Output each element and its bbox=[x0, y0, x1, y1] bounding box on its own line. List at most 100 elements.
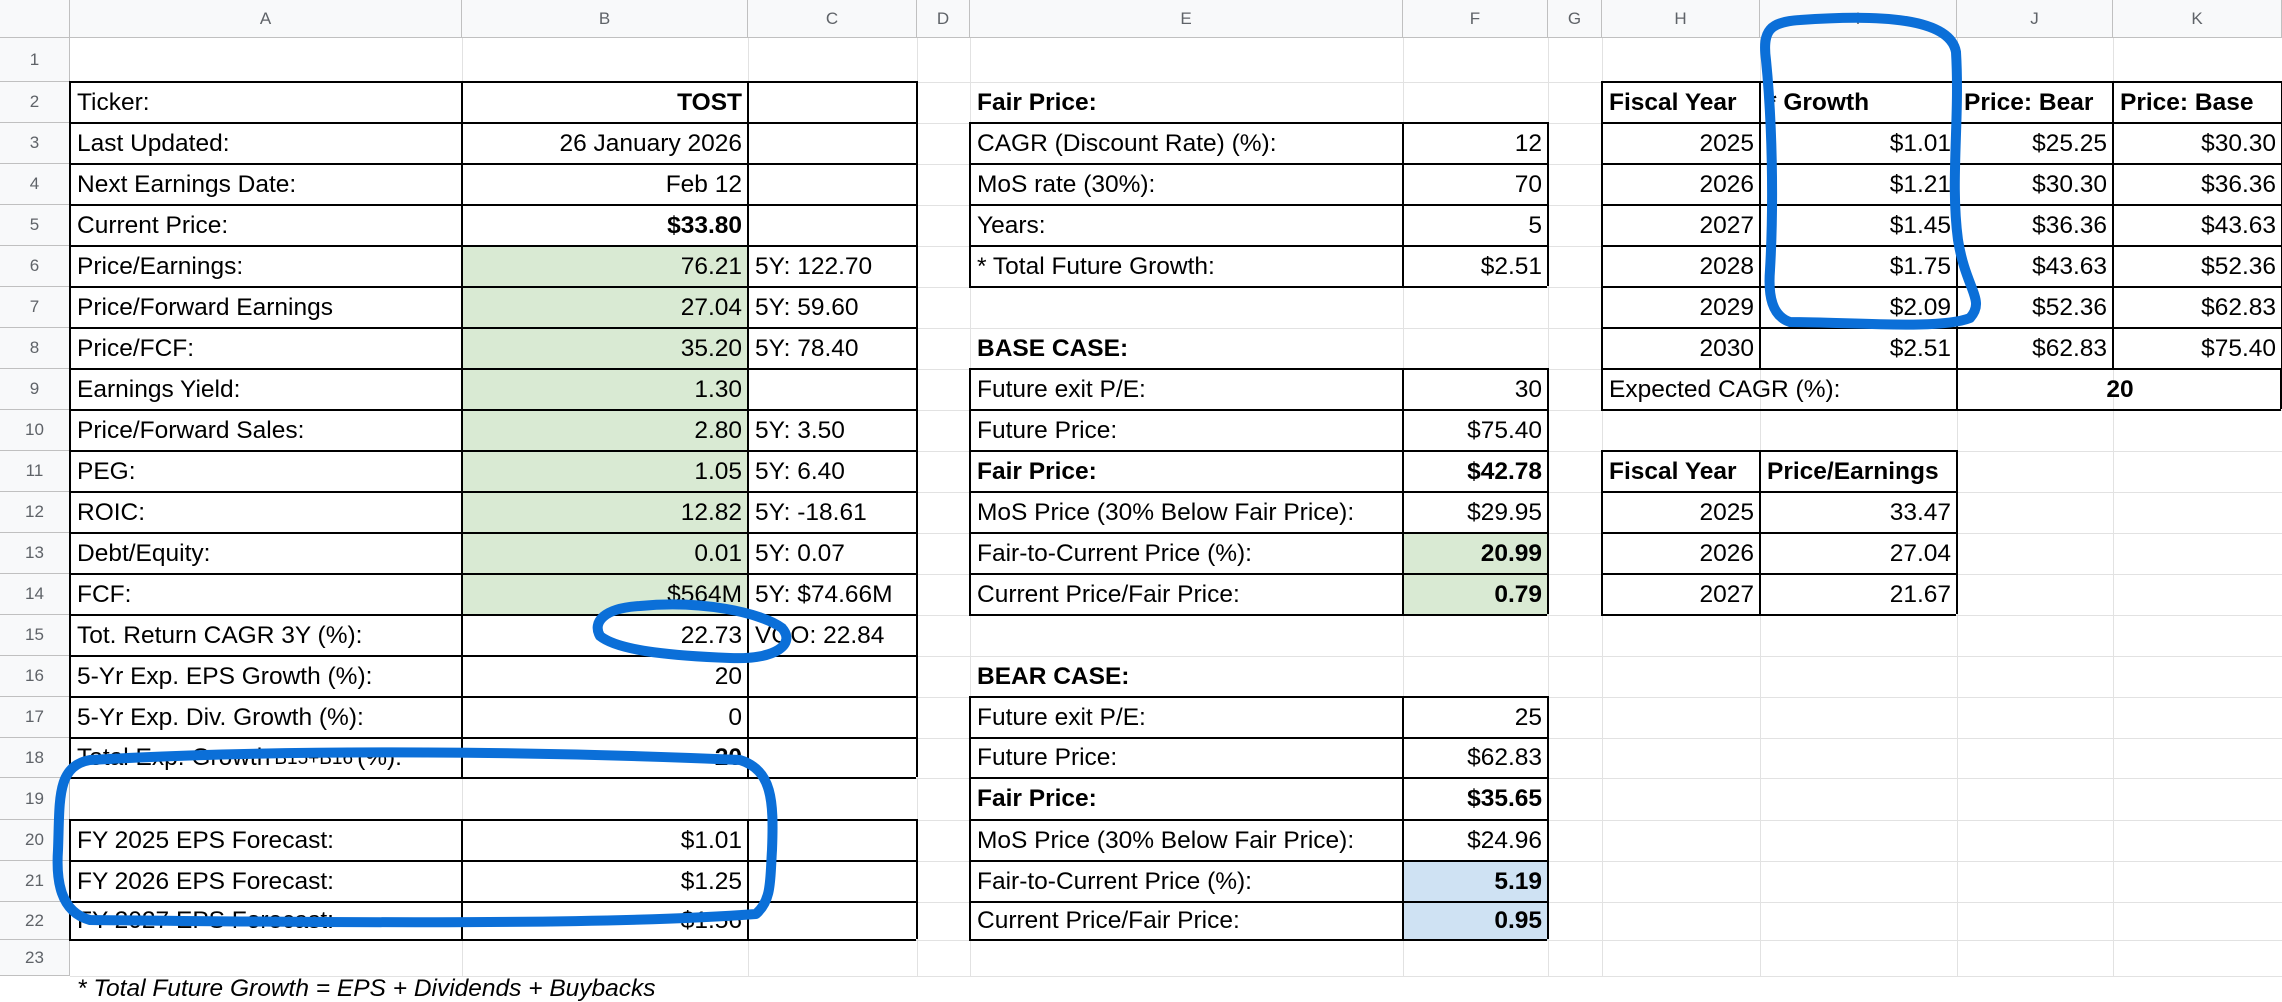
column-header[interactable]: E bbox=[970, 0, 1403, 38]
cell-k3[interactable]: $36.36 bbox=[2114, 165, 2282, 205]
cell-e20[interactable]: Fair-to-Current Price (%): bbox=[971, 862, 1403, 902]
cell-f8[interactable]: 30 bbox=[1404, 370, 1548, 410]
cell-j8[interactable]: 20 bbox=[1958, 370, 2282, 410]
cell-j1[interactable]: Price: Bear bbox=[1958, 83, 2113, 123]
cell-k1[interactable]: Price: Base bbox=[2114, 83, 2282, 123]
cell-e16[interactable]: Future exit P/E: bbox=[971, 698, 1403, 738]
cell-e2[interactable]: CAGR (Discount Rate) (%): bbox=[971, 124, 1403, 164]
cell-b21[interactable]: $1.56 bbox=[463, 903, 748, 940]
cell-h6[interactable]: 2029 bbox=[1603, 288, 1760, 328]
cell-b5[interactable]: 76.21 bbox=[463, 247, 748, 287]
cell-h2[interactable]: 2025 bbox=[1603, 124, 1760, 164]
row-header[interactable]: 6 bbox=[0, 246, 70, 287]
cell-b15[interactable]: 20 bbox=[463, 657, 748, 697]
row-header[interactable]: 13 bbox=[0, 533, 70, 574]
cell-e13[interactable]: Current Price/Fair Price: bbox=[971, 575, 1403, 615]
cell-a23[interactable]: * Total Future Growth = EPS + Dividends … bbox=[71, 976, 656, 1002]
row-header[interactable]: 4 bbox=[0, 164, 70, 205]
column-header[interactable]: G bbox=[1548, 0, 1602, 38]
cell-c9[interactable]: 5Y: 3.50 bbox=[749, 411, 917, 451]
cell-a16[interactable]: 5-Yr Exp. Div. Growth (%): bbox=[71, 698, 462, 738]
cell-c6[interactable]: 5Y: 59.60 bbox=[749, 288, 917, 328]
cell-e11[interactable]: MoS Price (30% Below Fair Price): bbox=[971, 493, 1403, 533]
column-header[interactable]: F bbox=[1403, 0, 1548, 38]
cell-b7[interactable]: 35.20 bbox=[463, 329, 748, 369]
cell-c10[interactable]: 5Y: 6.40 bbox=[749, 452, 917, 492]
cell-e3[interactable]: MoS rate (30%): bbox=[971, 165, 1403, 205]
cell-a20[interactable]: FY 2026 EPS Forecast: bbox=[71, 862, 462, 902]
cell-e4[interactable]: Years: bbox=[971, 206, 1403, 246]
row-header[interactable]: 8 bbox=[0, 328, 70, 369]
cell-j6[interactable]: $52.36 bbox=[1958, 288, 2113, 328]
row-header[interactable]: 21 bbox=[0, 861, 70, 902]
cell-e15[interactable]: BEAR CASE: bbox=[971, 657, 1403, 697]
cell-c5[interactable]: 5Y: 122.70 bbox=[749, 247, 917, 287]
cell-f5[interactable]: $2.51 bbox=[1404, 247, 1548, 287]
cell-a11[interactable]: ROIC: bbox=[71, 493, 462, 533]
column-header[interactable]: B bbox=[462, 0, 748, 38]
cell-f4[interactable]: 5 bbox=[1404, 206, 1548, 246]
cell-i12[interactable]: 27.04 bbox=[1761, 534, 1957, 574]
cell-b4[interactable]: $33.80 bbox=[463, 206, 748, 246]
row-header[interactable]: 10 bbox=[0, 410, 70, 451]
cell-f16[interactable]: 25 bbox=[1404, 698, 1548, 738]
cell-e10[interactable]: Fair Price: bbox=[971, 452, 1403, 492]
cell-h12[interactable]: 2026 bbox=[1603, 534, 1760, 574]
cell-e18[interactable]: Fair Price: bbox=[971, 779, 1403, 820]
cell-e19[interactable]: MoS Price (30% Below Fair Price): bbox=[971, 821, 1403, 861]
cell-a3[interactable]: Next Earnings Date: bbox=[71, 165, 462, 205]
row-header[interactable]: 20 bbox=[0, 820, 70, 861]
cell-a8[interactable]: Earnings Yield: bbox=[71, 370, 462, 410]
cell-h7[interactable]: 2030 bbox=[1603, 329, 1760, 369]
cell-b17[interactable]: 20 bbox=[463, 739, 748, 778]
cell-b2[interactable]: 26 January 2026 bbox=[463, 124, 748, 164]
cell-i11[interactable]: 33.47 bbox=[1761, 493, 1957, 533]
cell-i10[interactable]: Price/Earnings bbox=[1761, 452, 1957, 492]
cell-j7[interactable]: $62.83 bbox=[1958, 329, 2113, 369]
cell-f12[interactable]: 20.99 bbox=[1404, 534, 1548, 574]
row-header[interactable]: 18 bbox=[0, 738, 70, 778]
cell-f20[interactable]: 5.19 bbox=[1404, 862, 1548, 902]
row-header[interactable]: 3 bbox=[0, 123, 70, 164]
cell-a19[interactable]: FY 2025 EPS Forecast: bbox=[71, 821, 462, 861]
cell-a12[interactable]: Debt/Equity: bbox=[71, 534, 462, 574]
row-header[interactable]: 12 bbox=[0, 492, 70, 533]
cell-a7[interactable]: Price/FCF: bbox=[71, 329, 462, 369]
cell-b6[interactable]: 27.04 bbox=[463, 288, 748, 328]
cell-i1[interactable]: * Growth bbox=[1761, 83, 1957, 123]
cell-f11[interactable]: $29.95 bbox=[1404, 493, 1548, 533]
cell-a2[interactable]: Last Updated: bbox=[71, 124, 462, 164]
cell-h10[interactable]: Fiscal Year bbox=[1603, 452, 1760, 492]
cell-b3[interactable]: Feb 12 bbox=[463, 165, 748, 205]
cell-a13[interactable]: FCF: bbox=[71, 575, 462, 615]
cell-j4[interactable]: $36.36 bbox=[1958, 206, 2113, 246]
row-header[interactable]: 19 bbox=[0, 778, 70, 820]
cell-f3[interactable]: 70 bbox=[1404, 165, 1548, 205]
cell-f10[interactable]: $42.78 bbox=[1404, 452, 1548, 492]
cell-b1[interactable]: TOST bbox=[463, 83, 748, 123]
cell-a1[interactable]: Ticker: bbox=[71, 83, 462, 123]
column-header[interactable]: C bbox=[748, 0, 917, 38]
row-header[interactable]: 17 bbox=[0, 697, 70, 738]
cell-h3[interactable]: 2026 bbox=[1603, 165, 1760, 205]
select-all-corner[interactable] bbox=[0, 0, 70, 38]
column-header[interactable]: D bbox=[917, 0, 970, 38]
cell-b19[interactable]: $1.01 bbox=[463, 821, 748, 861]
cell-f21[interactable]: 0.95 bbox=[1404, 903, 1548, 940]
cell-b10[interactable]: 1.05 bbox=[463, 452, 748, 492]
cell-e12[interactable]: Fair-to-Current Price (%): bbox=[971, 534, 1403, 574]
cell-f19[interactable]: $24.96 bbox=[1404, 821, 1548, 861]
row-header[interactable]: 14 bbox=[0, 574, 70, 615]
cell-i2[interactable]: $1.01 bbox=[1761, 124, 1957, 164]
cell-b20[interactable]: $1.25 bbox=[463, 862, 748, 902]
cell-c12[interactable]: 5Y: 0.07 bbox=[749, 534, 917, 574]
cell-h11[interactable]: 2025 bbox=[1603, 493, 1760, 533]
cell-e7[interactable]: BASE CASE: bbox=[971, 329, 1403, 369]
cell-a10[interactable]: PEG: bbox=[71, 452, 462, 492]
cell-f17[interactable]: $62.83 bbox=[1404, 739, 1548, 778]
cell-i6[interactable]: $2.09 bbox=[1761, 288, 1957, 328]
cell-j3[interactable]: $30.30 bbox=[1958, 165, 2113, 205]
cell-k2[interactable]: $30.30 bbox=[2114, 124, 2282, 164]
row-header[interactable]: 5 bbox=[0, 205, 70, 246]
cell-e17[interactable]: Future Price: bbox=[971, 739, 1403, 778]
